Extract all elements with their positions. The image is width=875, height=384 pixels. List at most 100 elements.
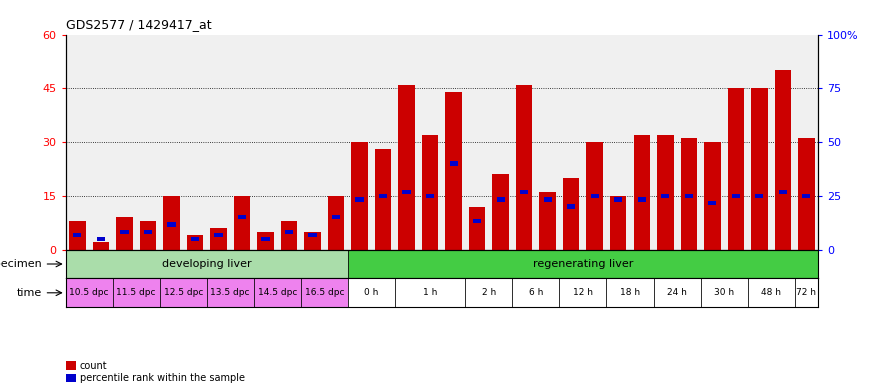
- Bar: [445, 92, 462, 250]
- Bar: [638, 197, 646, 202]
- Bar: [281, 221, 298, 250]
- Text: 48 h: 48 h: [761, 288, 781, 297]
- Bar: [543, 197, 552, 202]
- Bar: [610, 196, 626, 250]
- Bar: [328, 196, 344, 250]
- Bar: [493, 174, 509, 250]
- Bar: [426, 194, 434, 198]
- Text: regenerating liver: regenerating liver: [533, 259, 634, 269]
- Bar: [234, 196, 250, 250]
- Text: developing liver: developing liver: [162, 259, 251, 269]
- Bar: [66, 278, 113, 307]
- Bar: [681, 139, 697, 250]
- Bar: [304, 232, 321, 250]
- Text: count: count: [80, 361, 108, 371]
- Text: specimen: specimen: [0, 259, 42, 269]
- Text: GDS2577 / 1429417_at: GDS2577 / 1429417_at: [66, 18, 211, 31]
- Bar: [496, 197, 505, 202]
- Bar: [802, 194, 810, 198]
- Text: 12.5 dpc: 12.5 dpc: [164, 288, 203, 297]
- Bar: [186, 235, 203, 250]
- Bar: [214, 233, 222, 237]
- Bar: [559, 278, 606, 307]
- Bar: [144, 230, 152, 234]
- Bar: [301, 278, 348, 307]
- Bar: [586, 142, 603, 250]
- Bar: [684, 194, 693, 198]
- Bar: [450, 161, 458, 166]
- Bar: [614, 197, 622, 202]
- Bar: [97, 237, 105, 241]
- Text: 1 h: 1 h: [423, 288, 438, 297]
- Bar: [164, 196, 179, 250]
- Bar: [69, 221, 86, 250]
- Bar: [422, 135, 438, 250]
- Bar: [606, 278, 654, 307]
- Text: time: time: [17, 288, 42, 298]
- Bar: [402, 190, 410, 194]
- Bar: [540, 192, 556, 250]
- Bar: [634, 135, 650, 250]
- Bar: [662, 194, 669, 198]
- Bar: [469, 207, 486, 250]
- Bar: [210, 228, 227, 250]
- Bar: [591, 194, 598, 198]
- Bar: [116, 217, 133, 250]
- Bar: [708, 201, 717, 205]
- Text: 16.5 dpc: 16.5 dpc: [304, 288, 344, 297]
- Text: 14.5 dpc: 14.5 dpc: [257, 288, 297, 297]
- Bar: [755, 194, 764, 198]
- Bar: [567, 204, 576, 209]
- Text: 12 h: 12 h: [573, 288, 593, 297]
- Text: 0 h: 0 h: [364, 288, 379, 297]
- Bar: [238, 215, 246, 220]
- Bar: [262, 237, 270, 241]
- Bar: [285, 230, 293, 234]
- Bar: [516, 85, 532, 250]
- Text: 13.5 dpc: 13.5 dpc: [211, 288, 250, 297]
- Bar: [254, 278, 301, 307]
- Text: 11.5 dpc: 11.5 dpc: [116, 288, 156, 297]
- Bar: [513, 278, 559, 307]
- Text: 18 h: 18 h: [620, 288, 640, 297]
- Bar: [747, 278, 794, 307]
- Bar: [374, 149, 391, 250]
- Bar: [751, 88, 767, 250]
- Bar: [308, 233, 317, 237]
- Text: 10.5 dpc: 10.5 dpc: [69, 288, 108, 297]
- Bar: [798, 139, 815, 250]
- Bar: [779, 190, 787, 194]
- Bar: [654, 278, 701, 307]
- Bar: [206, 278, 254, 307]
- Bar: [74, 233, 81, 237]
- Bar: [167, 222, 176, 227]
- Bar: [379, 194, 388, 198]
- Bar: [466, 278, 513, 307]
- Bar: [257, 232, 274, 250]
- Text: 2 h: 2 h: [482, 288, 496, 297]
- Bar: [348, 250, 818, 278]
- Text: 30 h: 30 h: [714, 288, 734, 297]
- Bar: [352, 142, 367, 250]
- Bar: [160, 278, 206, 307]
- Bar: [355, 197, 364, 202]
- Bar: [728, 88, 744, 250]
- Bar: [774, 70, 791, 250]
- Bar: [704, 142, 720, 250]
- Bar: [563, 178, 579, 250]
- Bar: [395, 278, 466, 307]
- Text: 24 h: 24 h: [667, 288, 687, 297]
- Text: 6 h: 6 h: [528, 288, 543, 297]
- Bar: [520, 190, 528, 194]
- Text: percentile rank within the sample: percentile rank within the sample: [80, 373, 245, 383]
- Bar: [93, 242, 109, 250]
- Bar: [732, 194, 740, 198]
- Bar: [794, 278, 818, 307]
- Bar: [120, 230, 129, 234]
- Bar: [398, 85, 415, 250]
- Text: 72 h: 72 h: [796, 288, 816, 297]
- Bar: [66, 250, 348, 278]
- Bar: [140, 221, 156, 250]
- Bar: [657, 135, 674, 250]
- Bar: [191, 237, 200, 241]
